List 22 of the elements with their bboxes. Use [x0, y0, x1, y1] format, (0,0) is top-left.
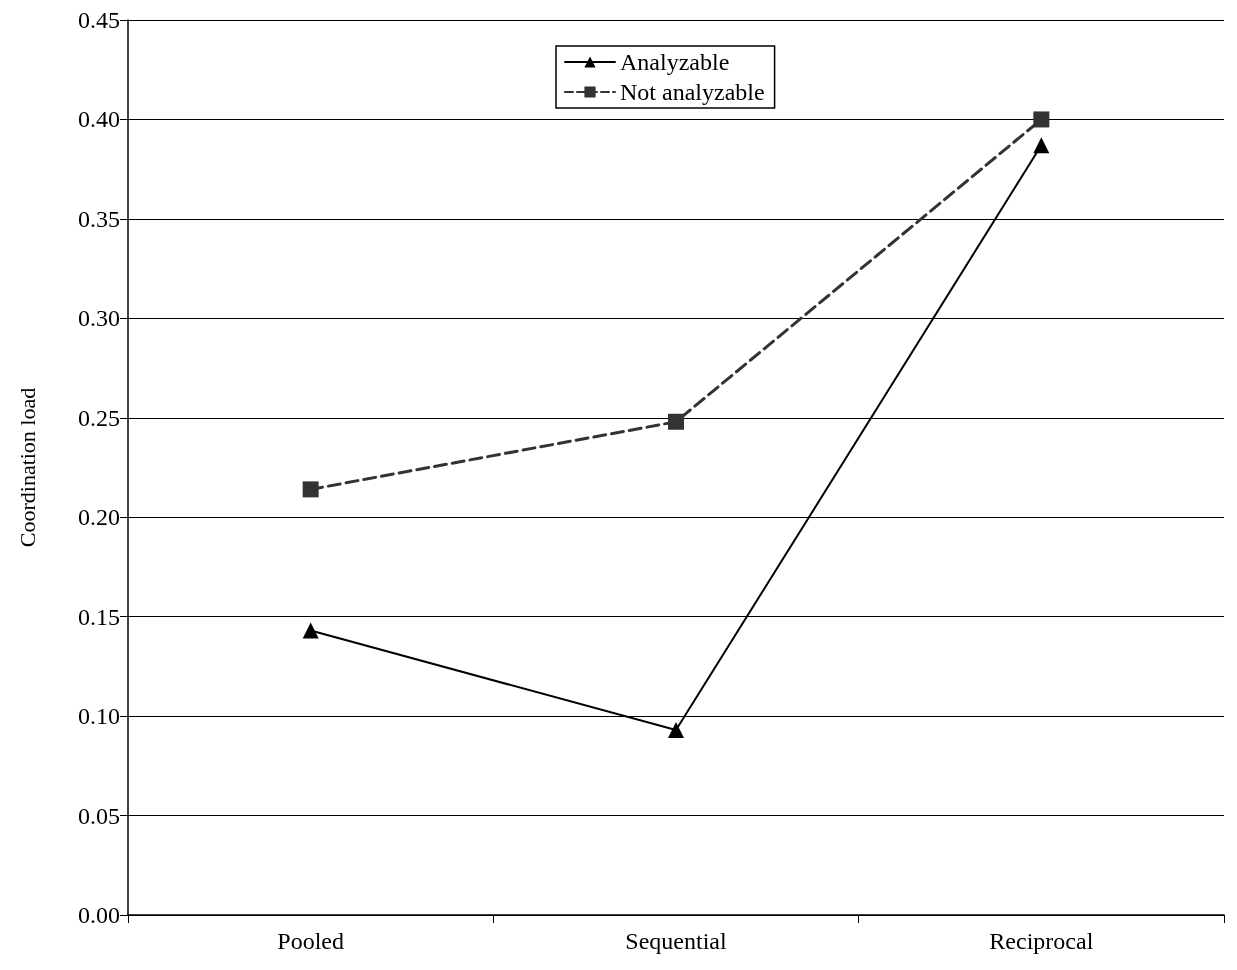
- y-tick-label: 0.00: [78, 902, 120, 928]
- point: [668, 413, 684, 430]
- point: [1033, 111, 1050, 128]
- legend-label: Not analyzable: [620, 79, 765, 105]
- y-tick-label: 0.30: [78, 305, 120, 332]
- y-tick-label: 0.15: [78, 603, 120, 630]
- y-axis-title: Coordination load: [14, 387, 40, 548]
- point: [668, 722, 684, 739]
- y-tick-label: 0.20: [78, 504, 120, 531]
- y-tick-label: 0.05: [78, 802, 120, 829]
- y-tick-label: 0.10: [78, 703, 120, 730]
- y-tick-label: 0.25: [78, 404, 120, 431]
- legend-label: Analyzable: [620, 49, 730, 75]
- x-tick-label: Pooled: [277, 928, 344, 954]
- x-tick-label: Sequential: [625, 928, 727, 954]
- y-tick-label: 0.35: [78, 205, 120, 232]
- y-tick-label: 0.45: [78, 7, 120, 33]
- y-tick-label: 0.40: [78, 106, 120, 133]
- point: [302, 622, 319, 639]
- point: [302, 481, 319, 498]
- x-tick-label: Reciprocal: [989, 928, 1094, 954]
- point: [1033, 137, 1050, 154]
